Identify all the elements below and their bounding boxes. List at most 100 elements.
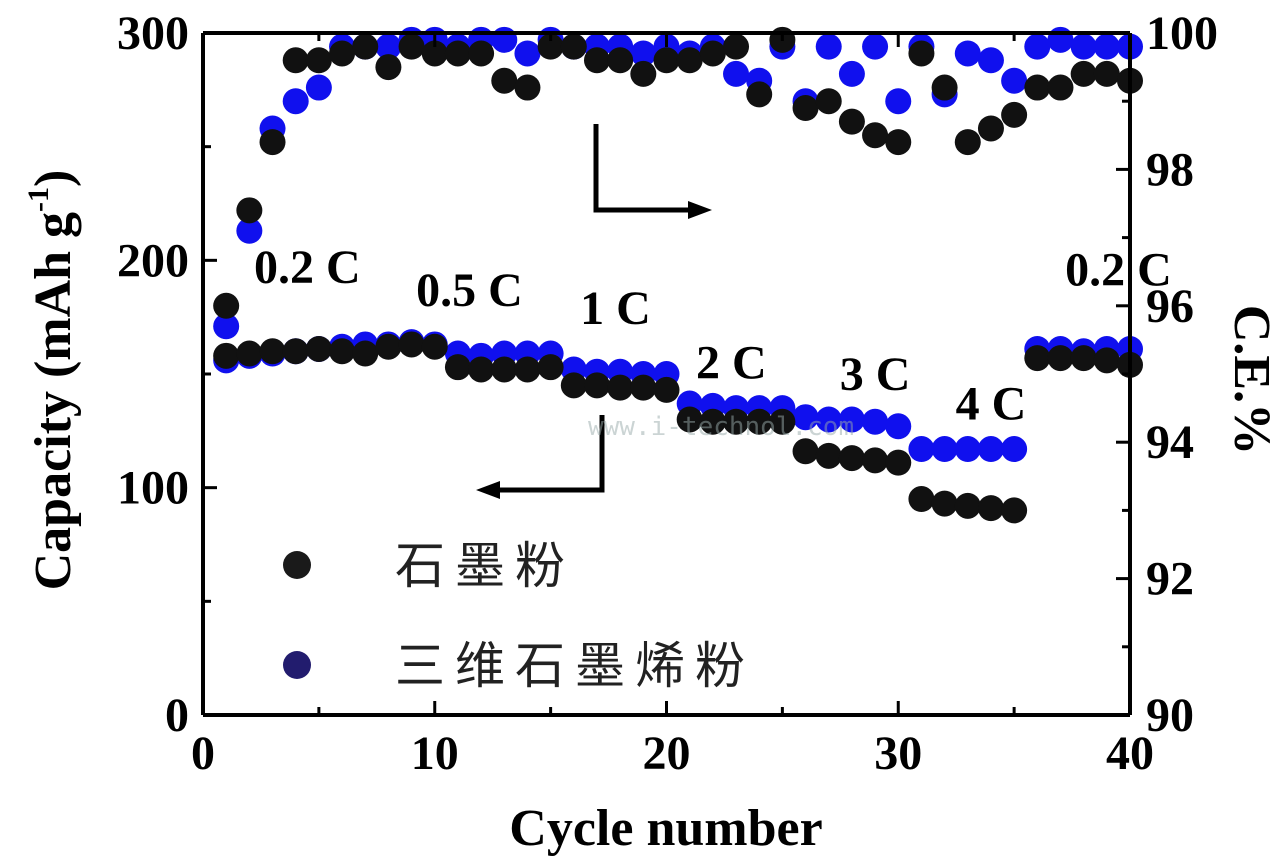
y-axis-right-title: C.E.% [1223,305,1271,455]
data-point-graphite-right [885,129,912,156]
data-point-graphene-left [908,436,935,463]
data-point-graphene-left [885,413,912,440]
data-point-graphite-right [213,292,240,319]
data-point-graphene-left [954,436,981,463]
data-point-graphite-left [954,492,981,519]
data-point-graphite-left [444,354,471,381]
legend-marker-graphite [283,551,311,579]
data-point-graphite-right [862,122,889,149]
data-point-graphite-left [769,408,796,435]
x-tick-label: 0 [191,727,215,780]
x-axis-title: Cycle number [509,800,822,857]
data-point-graphene-left [931,436,958,463]
data-point-graphite-left [1001,497,1028,524]
data-point-graphite-left [329,338,356,365]
data-point-graphite-right [514,74,541,101]
arrow-to-capacity-axis [476,415,605,499]
watermark-text: www.i-technol.com [588,412,854,442]
legend-label-graphite: 石墨粉 [395,537,575,595]
data-point-graphite-left [815,442,842,469]
data-point-graphite-left [746,408,773,435]
data-point-graphite-right [792,95,819,122]
data-point-graphite-left [1047,345,1074,372]
data-point-graphite-right [746,81,773,108]
data-point-graphite-left [1024,345,1051,372]
data-point-graphene-right [1070,33,1097,60]
data-point-graphite-left [514,356,541,383]
data-point-graphite-right [1093,60,1120,87]
data-point-graphite-left [259,338,286,365]
data-point-graphene-right [838,60,865,87]
data-point-graphene-left [838,406,865,433]
data-point-graphene-right [514,40,541,67]
data-point-graphene-right [213,313,240,340]
data-point-graphite-right [236,197,263,224]
data-point-graphite-right [537,33,564,60]
data-point-graphite-right [421,40,448,67]
x-tick-label: 10 [411,727,459,780]
tick-labels: 0 10 20 30 40 0 100 200 300 90 92 94 96 98 100 [117,7,1218,780]
data-point-graphite-left [885,449,912,476]
data-point-graphite-left [236,340,263,367]
y-left-tick-label: 100 [117,462,189,515]
data-point-graphite-right [305,47,332,74]
y-left-tick-label: 200 [117,234,189,287]
data-point-graphene-right [885,88,912,115]
data-point-graphite-left [676,406,703,433]
data-point-graphite-left [305,335,332,362]
data-point-graphite-right [1047,74,1074,101]
data-point-graphite-left [491,356,518,383]
data-point-graphene-right [1093,33,1120,60]
data-point-graphite-left [908,486,935,513]
data-point-graphene-left [977,436,1004,463]
data-point-graphite-right [699,40,726,67]
data-point-graphite-left [583,372,610,399]
data-point-graphite-left [630,374,657,401]
rate-label: 0.5 C [416,264,523,317]
data-point-graphite-right [468,40,495,67]
data-point-graphite-left [699,408,726,435]
data-point-graphite-right [352,33,379,60]
data-point-graphene-right [305,74,332,101]
data-point-graphite-right [398,33,425,60]
y-axis-left-title: Capacity (mAh g-1) [22,170,82,591]
data-point-graphite-left [282,338,309,365]
y-left-tick-label: 0 [165,689,189,742]
data-point-graphite-right [491,67,518,94]
legend: 石墨粉 三维石墨烯粉 [283,537,745,695]
data-point-graphene-right [375,33,402,60]
y-right-tick-label: 90 [1146,689,1194,742]
data-point-graphite-right [723,33,750,60]
data-point-graphite-left [653,376,680,403]
data-point-graphite-left [560,372,587,399]
data-point-graphite-left [931,490,958,517]
data-point-graphite-right [908,40,935,67]
data-point-graphite-left [537,354,564,381]
data-point-graphene-left [792,404,819,431]
data-point-graphene-right [630,40,657,67]
data-point-graphite-left [977,495,1004,522]
data-point-graphene-right [1024,33,1051,60]
rate-label: 4 C [956,377,1027,430]
data-point-graphite-right [583,47,610,74]
data-point-graphite-right [977,115,1004,142]
data-point-graphene-left [1001,436,1028,463]
y-right-tick-label: 96 [1146,280,1194,333]
rate-label: 2 C [696,337,767,390]
data-point-graphite-right [653,47,680,74]
data-point-graphite-left [607,374,634,401]
data-point-graphene-right [1001,67,1028,94]
data-point-graphite-right [954,129,981,156]
legend-marker-3d-graphene [283,651,311,679]
data-point-graphite-left [352,340,379,367]
arrow-to-ce-axis [593,124,712,219]
data-point-graphite-left [862,447,889,474]
data-point-graphene-right [1047,26,1074,53]
data-point-graphene-right [282,88,309,115]
data-point-graphene-right [954,40,981,67]
rate-label: 3 C [840,348,911,401]
y-right-tick-label: 98 [1146,143,1194,196]
data-point-graphite-right [444,40,471,67]
